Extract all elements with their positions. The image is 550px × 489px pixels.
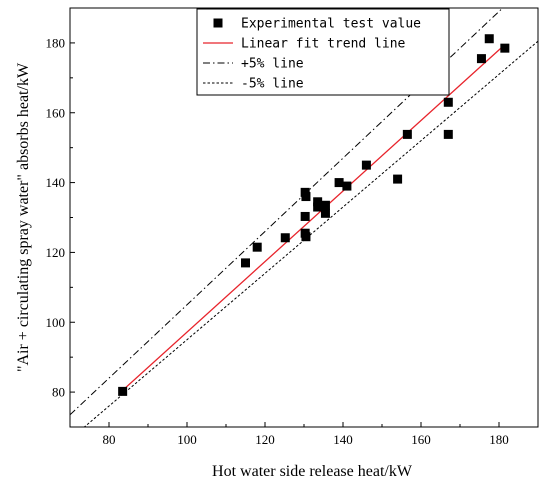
legend-marker-square — [213, 18, 223, 28]
legend-label: +5% line — [241, 57, 304, 72]
y-tick-label: 80 — [52, 385, 65, 400]
data-point — [280, 233, 290, 243]
x-tick-label: 80 — [103, 432, 116, 447]
x-tick-label: 180 — [489, 432, 509, 447]
data-point — [252, 242, 262, 252]
x-tick-label: 140 — [333, 432, 353, 447]
legend-label: Linear fit trend line — [241, 37, 406, 52]
legend-label: Experimental test value — [241, 17, 421, 32]
data-point — [402, 129, 412, 139]
data-point — [393, 174, 403, 184]
data-point — [241, 258, 250, 268]
y-tick-label: 100 — [46, 315, 66, 330]
data-point — [313, 202, 323, 212]
x-tick-label: 160 — [411, 432, 431, 447]
data-point — [342, 181, 352, 191]
y-axis-ticks: 80 100 120 140 160 180 — [46, 7, 75, 428]
data-point — [476, 54, 486, 64]
data-point — [443, 129, 453, 139]
data-point — [320, 208, 330, 218]
linear-fit-line — [122, 44, 506, 391]
legend-label: -5% line — [241, 77, 304, 92]
y-tick-label: 180 — [46, 35, 66, 50]
data-point — [334, 178, 344, 188]
data-point — [484, 34, 494, 44]
x-axis-ticks: 80 100 120 140 160 180 — [69, 422, 539, 447]
data-point — [361, 160, 371, 170]
data-point — [300, 211, 310, 221]
y-tick-label: 120 — [46, 245, 66, 260]
data-point — [320, 200, 330, 210]
data-point — [118, 386, 128, 396]
x-axis-title: Hot water side release heat/kW — [212, 463, 413, 480]
y-axis-title: "Air + circulating spray water" absorbs … — [15, 62, 32, 372]
data-point — [313, 197, 323, 207]
y-tick-label: 140 — [46, 175, 66, 190]
data-point — [443, 97, 453, 107]
legend-box — [196, 8, 450, 96]
x-tick-label: 100 — [177, 432, 197, 447]
fit-trend-line-group — [122, 44, 506, 391]
data-point — [500, 43, 510, 53]
x-tick-label: 120 — [255, 432, 275, 447]
data-point — [301, 232, 311, 242]
data-point — [301, 192, 311, 202]
legend: Experimental test value Linear fit trend … — [196, 8, 450, 96]
y-tick-label: 160 — [46, 105, 66, 120]
data-points — [118, 34, 510, 396]
